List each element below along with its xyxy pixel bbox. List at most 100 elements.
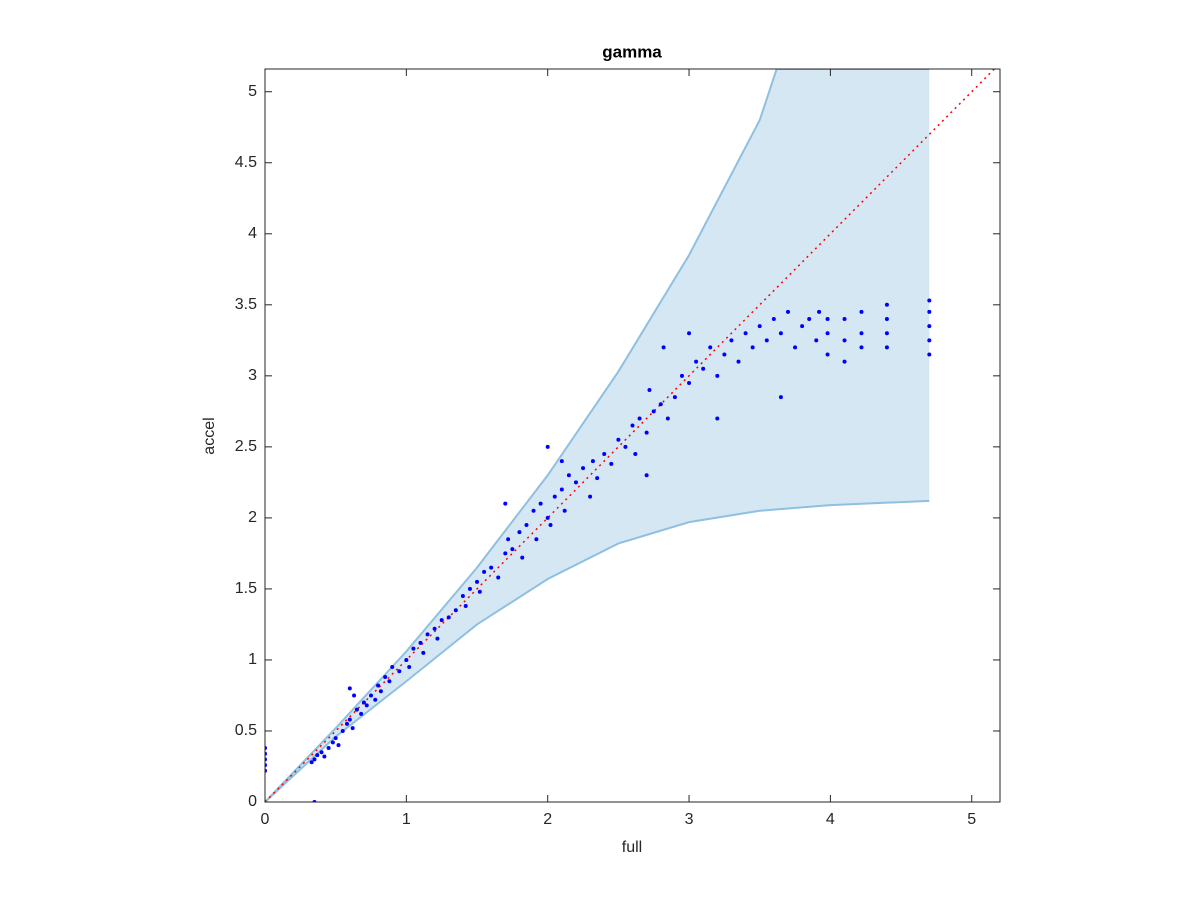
- point: [446, 615, 451, 620]
- point: [595, 476, 600, 481]
- point: [463, 603, 468, 608]
- point: [729, 338, 734, 343]
- point: [665, 416, 670, 421]
- x-tick-label: 4: [826, 811, 835, 828]
- x-axis-label: full: [622, 839, 642, 856]
- point: [842, 317, 847, 322]
- point: [736, 359, 741, 364]
- point: [510, 547, 515, 552]
- point: [330, 740, 335, 745]
- y-tick-label: 4: [248, 225, 257, 242]
- point: [609, 461, 614, 466]
- point: [376, 683, 381, 688]
- y-tick-label: 0.5: [235, 722, 257, 739]
- point: [538, 501, 543, 506]
- point: [559, 487, 564, 492]
- y-axis-label: accel: [201, 417, 218, 454]
- point: [859, 331, 864, 336]
- point: [616, 437, 621, 442]
- point: [785, 309, 790, 314]
- point: [383, 674, 388, 679]
- point: [701, 366, 706, 371]
- point: [404, 657, 409, 662]
- point: [562, 508, 567, 513]
- point: [559, 459, 564, 464]
- point: [421, 650, 426, 655]
- point: [309, 760, 314, 765]
- point: [347, 686, 352, 691]
- point: [573, 480, 578, 485]
- point: [687, 380, 692, 385]
- point: [333, 736, 338, 741]
- point: [418, 640, 423, 645]
- band-lower: [265, 499, 930, 802]
- point: [520, 555, 525, 560]
- point: [453, 608, 458, 613]
- point: [793, 345, 798, 350]
- point: [517, 530, 522, 535]
- point: [354, 707, 359, 712]
- point: [778, 395, 783, 400]
- point: [566, 473, 571, 478]
- point: [552, 494, 557, 499]
- y-tick-label: 3.5: [235, 296, 257, 313]
- chart-title: gamma: [602, 42, 662, 61]
- point: [545, 515, 550, 520]
- point: [715, 416, 720, 421]
- point: [637, 416, 642, 421]
- y-tick-label: 5: [248, 83, 257, 100]
- point: [411, 646, 416, 651]
- y-tick-label: 2.5: [235, 438, 257, 455]
- point: [390, 665, 395, 670]
- point: [884, 331, 889, 336]
- point: [425, 632, 430, 637]
- point: [336, 743, 341, 748]
- x-tick-label: 0: [261, 811, 270, 828]
- point: [506, 537, 511, 542]
- point: [927, 298, 932, 303]
- x-tick-label: 3: [685, 811, 694, 828]
- point: [800, 324, 805, 329]
- point: [661, 345, 666, 350]
- y-tick-label: 3: [248, 367, 257, 384]
- point: [842, 338, 847, 343]
- point: [369, 693, 374, 698]
- y-tick-label: 4.5: [235, 154, 257, 171]
- point: [435, 636, 440, 641]
- point: [378, 689, 383, 694]
- point: [588, 494, 593, 499]
- point: [708, 345, 713, 350]
- point: [743, 331, 748, 336]
- x-tick-label: 2: [543, 811, 552, 828]
- point: [884, 302, 889, 307]
- point: [644, 473, 649, 478]
- point: [842, 359, 847, 364]
- point: [315, 753, 320, 758]
- axes-box: [264, 68, 1001, 803]
- point: [927, 324, 932, 329]
- point: [326, 746, 331, 751]
- point: [722, 352, 727, 357]
- point: [658, 402, 663, 407]
- x-tick-label: 1: [402, 811, 411, 828]
- point: [545, 444, 550, 449]
- point: [460, 594, 465, 599]
- point: [439, 618, 444, 623]
- point: [778, 331, 783, 336]
- point: [364, 703, 369, 708]
- point: [347, 717, 352, 722]
- point: [534, 537, 539, 542]
- point: [687, 331, 692, 336]
- point: [859, 345, 864, 350]
- y-tick-label: 1.5: [235, 580, 257, 597]
- point: [672, 395, 677, 400]
- plot-area: [265, 69, 996, 802]
- point: [633, 451, 638, 456]
- y-tick-label: 1: [248, 651, 257, 668]
- point: [319, 750, 324, 755]
- point: [432, 626, 437, 631]
- point: [581, 466, 586, 471]
- point: [475, 579, 480, 584]
